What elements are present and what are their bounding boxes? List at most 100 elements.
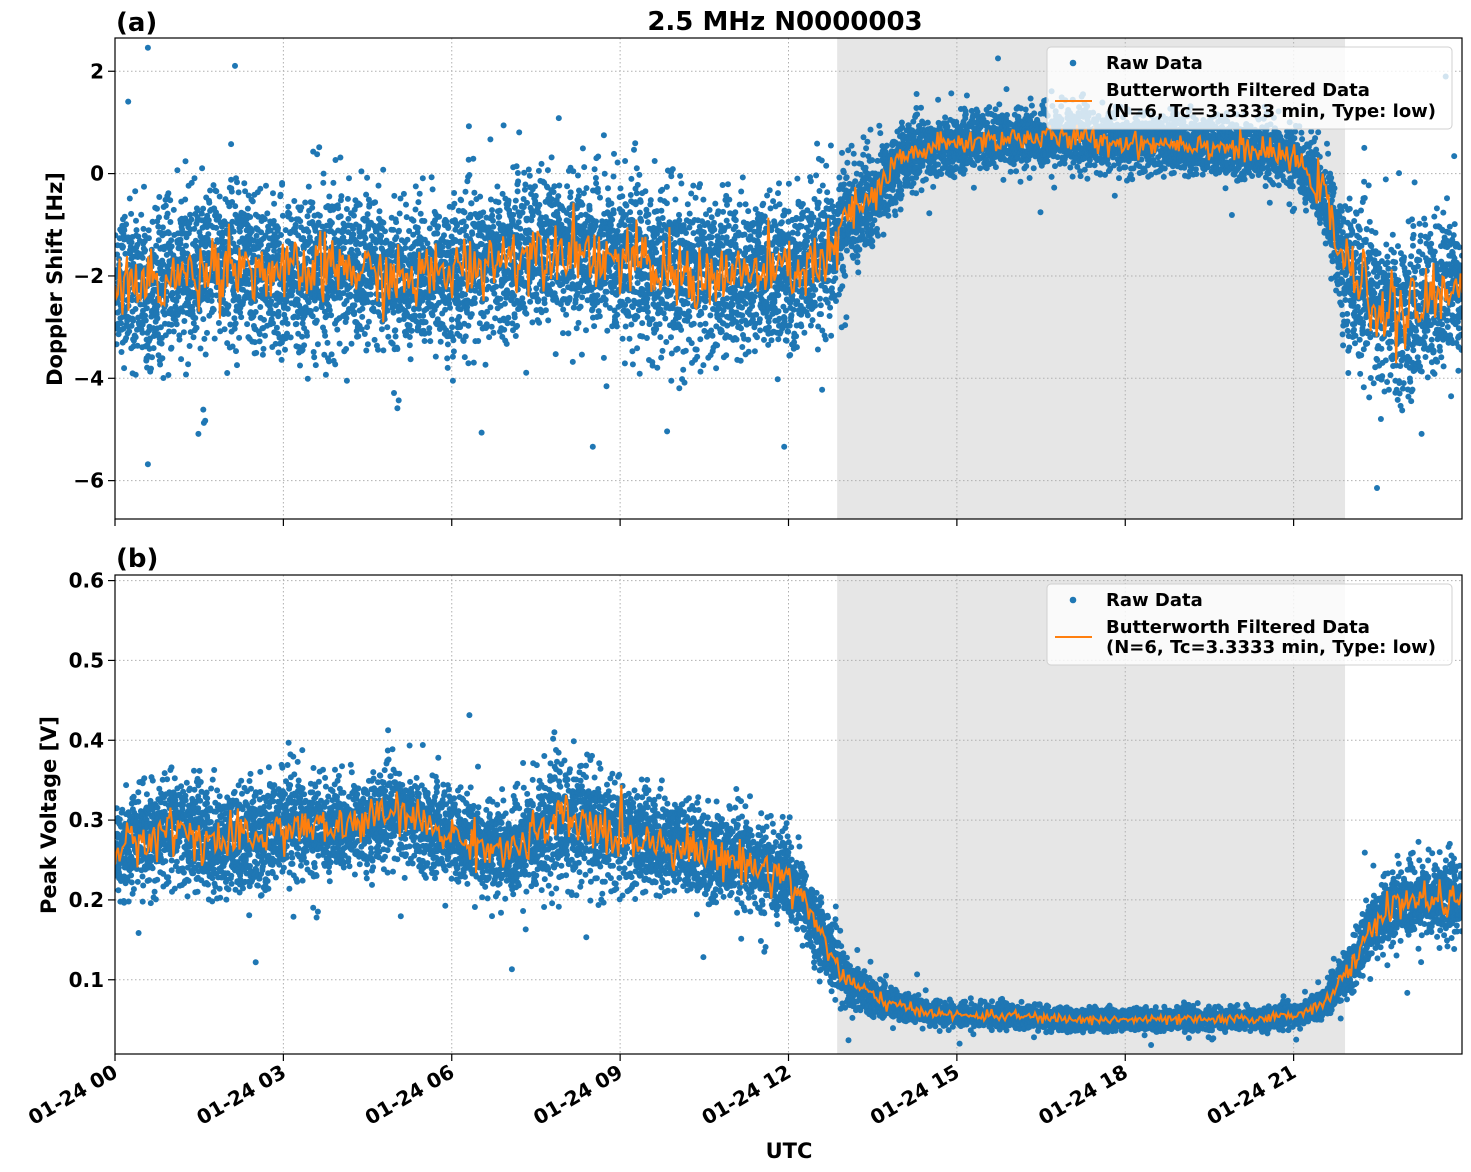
- raw-data-point: [614, 311, 621, 318]
- raw-data-point: [367, 291, 374, 298]
- raw-data-point: [564, 183, 571, 190]
- raw-data-point: [676, 385, 683, 392]
- raw-data-point: [429, 312, 436, 319]
- raw-data-point: [711, 219, 717, 226]
- raw-data-point: [460, 280, 467, 287]
- raw-data-point: [684, 201, 691, 208]
- raw-data-point: [139, 329, 146, 336]
- raw-data-point: [355, 250, 362, 257]
- raw-data-point: [378, 232, 385, 239]
- raw-data-point: [462, 291, 468, 298]
- raw-data-point: [404, 236, 411, 243]
- raw-data-point: [465, 360, 472, 367]
- raw-data-point: [298, 204, 305, 211]
- raw-data-point: [229, 343, 236, 350]
- raw-data-point: [515, 178, 522, 185]
- raw-data-point: [257, 241, 264, 248]
- raw-data-point: [738, 325, 744, 332]
- raw-data-point: [664, 428, 671, 435]
- raw-data-point: [305, 299, 312, 306]
- raw-data-point: [149, 354, 155, 361]
- raw-data-point: [745, 348, 752, 355]
- raw-data-point: [634, 181, 641, 188]
- raw-data-point: [245, 192, 252, 199]
- raw-data-point: [490, 217, 496, 224]
- raw-data-point: [604, 327, 611, 334]
- raw-data-point: [321, 228, 328, 235]
- raw-data-point: [391, 390, 397, 396]
- raw-data-point: [535, 297, 542, 304]
- raw-data-point: [340, 290, 347, 297]
- raw-data-point: [713, 365, 720, 372]
- raw-data-point: [465, 322, 472, 329]
- raw-data-point: [320, 170, 327, 177]
- raw-data-point: [275, 308, 282, 315]
- raw-data-point: [407, 356, 414, 363]
- raw-data-point: [316, 144, 323, 151]
- raw-data-point: [512, 197, 519, 204]
- raw-data-point: [304, 375, 311, 382]
- raw-data-point: [364, 341, 371, 348]
- raw-data-point: [692, 194, 699, 201]
- raw-data-point: [301, 342, 308, 349]
- raw-data-point: [663, 339, 670, 345]
- raw-data-point: [376, 208, 383, 215]
- raw-data-point: [724, 201, 730, 208]
- raw-data-point: [633, 190, 640, 197]
- raw-data-point: [634, 313, 641, 320]
- raw-data-point: [120, 243, 126, 250]
- raw-data-point: [749, 303, 756, 310]
- raw-data-point: [144, 461, 151, 468]
- raw-data-point: [302, 199, 309, 206]
- raw-data-point: [275, 349, 282, 356]
- raw-data-point: [177, 240, 184, 247]
- raw-data-point: [270, 310, 277, 317]
- raw-data-point: [677, 172, 684, 179]
- raw-data-point: [199, 165, 206, 172]
- raw-data-point: [165, 372, 172, 378]
- raw-data-point: [406, 342, 413, 349]
- raw-data-point: [488, 323, 495, 330]
- raw-data-point: [309, 199, 316, 206]
- raw-data-point: [257, 304, 264, 310]
- raw-data-point: [154, 205, 160, 212]
- raw-data-point: [693, 346, 700, 353]
- raw-data-point: [215, 320, 222, 326]
- raw-data-point: [184, 250, 191, 257]
- raw-data-point: [511, 292, 517, 299]
- raw-data-point: [249, 198, 256, 205]
- raw-data-point: [350, 212, 357, 219]
- raw-data-point: [614, 159, 621, 166]
- raw-data-point: [183, 371, 189, 378]
- raw-data-point: [286, 210, 293, 217]
- raw-data-point: [394, 405, 401, 412]
- raw-data-point: [669, 166, 676, 173]
- raw-data-point: [258, 229, 265, 236]
- raw-data-point: [134, 342, 141, 349]
- raw-data-point: [532, 192, 539, 199]
- raw-data-point: [412, 206, 419, 213]
- raw-data-point: [662, 315, 669, 322]
- raw-data-point: [560, 288, 567, 294]
- raw-data-point: [365, 196, 372, 203]
- raw-data-point: [257, 185, 264, 192]
- raw-data-point: [583, 185, 590, 192]
- raw-data-point: [138, 211, 145, 218]
- raw-data-point: [320, 179, 327, 186]
- raw-data-point: [581, 164, 588, 171]
- raw-data-point: [514, 170, 521, 176]
- raw-data-point: [305, 228, 312, 235]
- raw-data-point: [299, 346, 306, 353]
- raw-data-point: [200, 205, 207, 212]
- raw-data-point: [191, 175, 198, 182]
- raw-data-point: [273, 324, 280, 331]
- raw-data-point: [668, 173, 675, 180]
- raw-data-point: [621, 222, 628, 229]
- raw-data-point: [622, 323, 629, 330]
- raw-data-point: [154, 315, 161, 322]
- raw-data-point: [628, 175, 635, 182]
- raw-data-point: [271, 247, 278, 254]
- raw-data-point: [351, 302, 358, 309]
- raw-data-point: [657, 334, 664, 341]
- raw-data-point: [468, 200, 475, 207]
